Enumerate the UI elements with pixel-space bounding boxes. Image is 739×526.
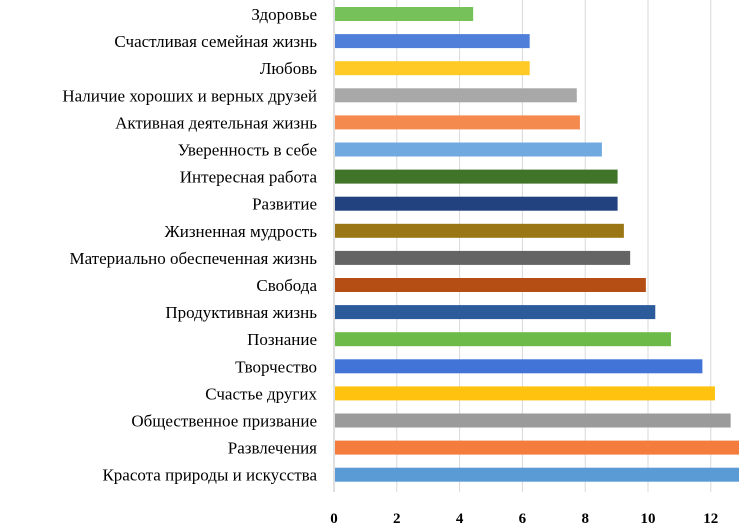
category-label: Жизненная мудрость	[165, 222, 318, 241]
x-tick-label: 12	[703, 511, 718, 526]
x-tick-label: 4	[456, 511, 464, 526]
x-axis-ticks: 0 2 4 6 8 10 12	[330, 511, 718, 526]
bar	[335, 34, 530, 49]
bar	[335, 169, 618, 184]
bar	[335, 223, 624, 238]
x-tick-label: 8	[581, 511, 589, 526]
bar	[335, 332, 671, 347]
bar	[335, 359, 703, 374]
bar	[335, 196, 618, 211]
category-label: Общественное призвание	[131, 412, 317, 431]
bar	[335, 467, 739, 482]
bar	[335, 386, 715, 401]
x-tick-label: 0	[330, 511, 338, 526]
category-label: Продуктивная жизнь	[165, 303, 317, 322]
bar	[335, 115, 580, 130]
category-label: Красота природы и искусства	[102, 466, 317, 485]
bar	[335, 413, 731, 428]
category-label: Активная деятельная жизнь	[115, 113, 317, 132]
category-label: Свобода	[256, 276, 317, 295]
category-label: Интересная работа	[180, 168, 318, 187]
category-label: Счастье других	[205, 384, 317, 403]
bar	[335, 88, 577, 103]
bar	[335, 142, 602, 157]
bar	[335, 61, 530, 76]
bar	[335, 7, 474, 21]
bar	[335, 250, 631, 265]
category-label: Счастливая семейная жизнь	[114, 32, 317, 51]
x-tick-label: 6	[519, 511, 527, 526]
bar	[335, 278, 646, 292]
category-label: Развлечения	[228, 439, 317, 458]
category-label: Любовь	[260, 59, 317, 78]
x-tick-label: 10	[641, 511, 656, 526]
category-label: Материально обеспеченная жизнь	[69, 249, 317, 268]
bars	[335, 7, 739, 482]
category-label: Творчество	[235, 357, 317, 376]
category-labels: Здоровье Счастливая семейная жизнь Любовь Н…	[62, 5, 317, 485]
x-tick-label: 2	[393, 511, 401, 526]
category-label: Уверенность в себе	[178, 141, 317, 160]
category-label: Здоровье	[251, 5, 317, 24]
bar	[335, 440, 739, 455]
category-label: Познание	[247, 330, 317, 349]
gridlines	[333, 0, 712, 492]
category-label: Наличие хороших и верных друзей	[62, 86, 317, 105]
category-label: Развитие	[252, 195, 317, 214]
bar	[335, 305, 656, 320]
